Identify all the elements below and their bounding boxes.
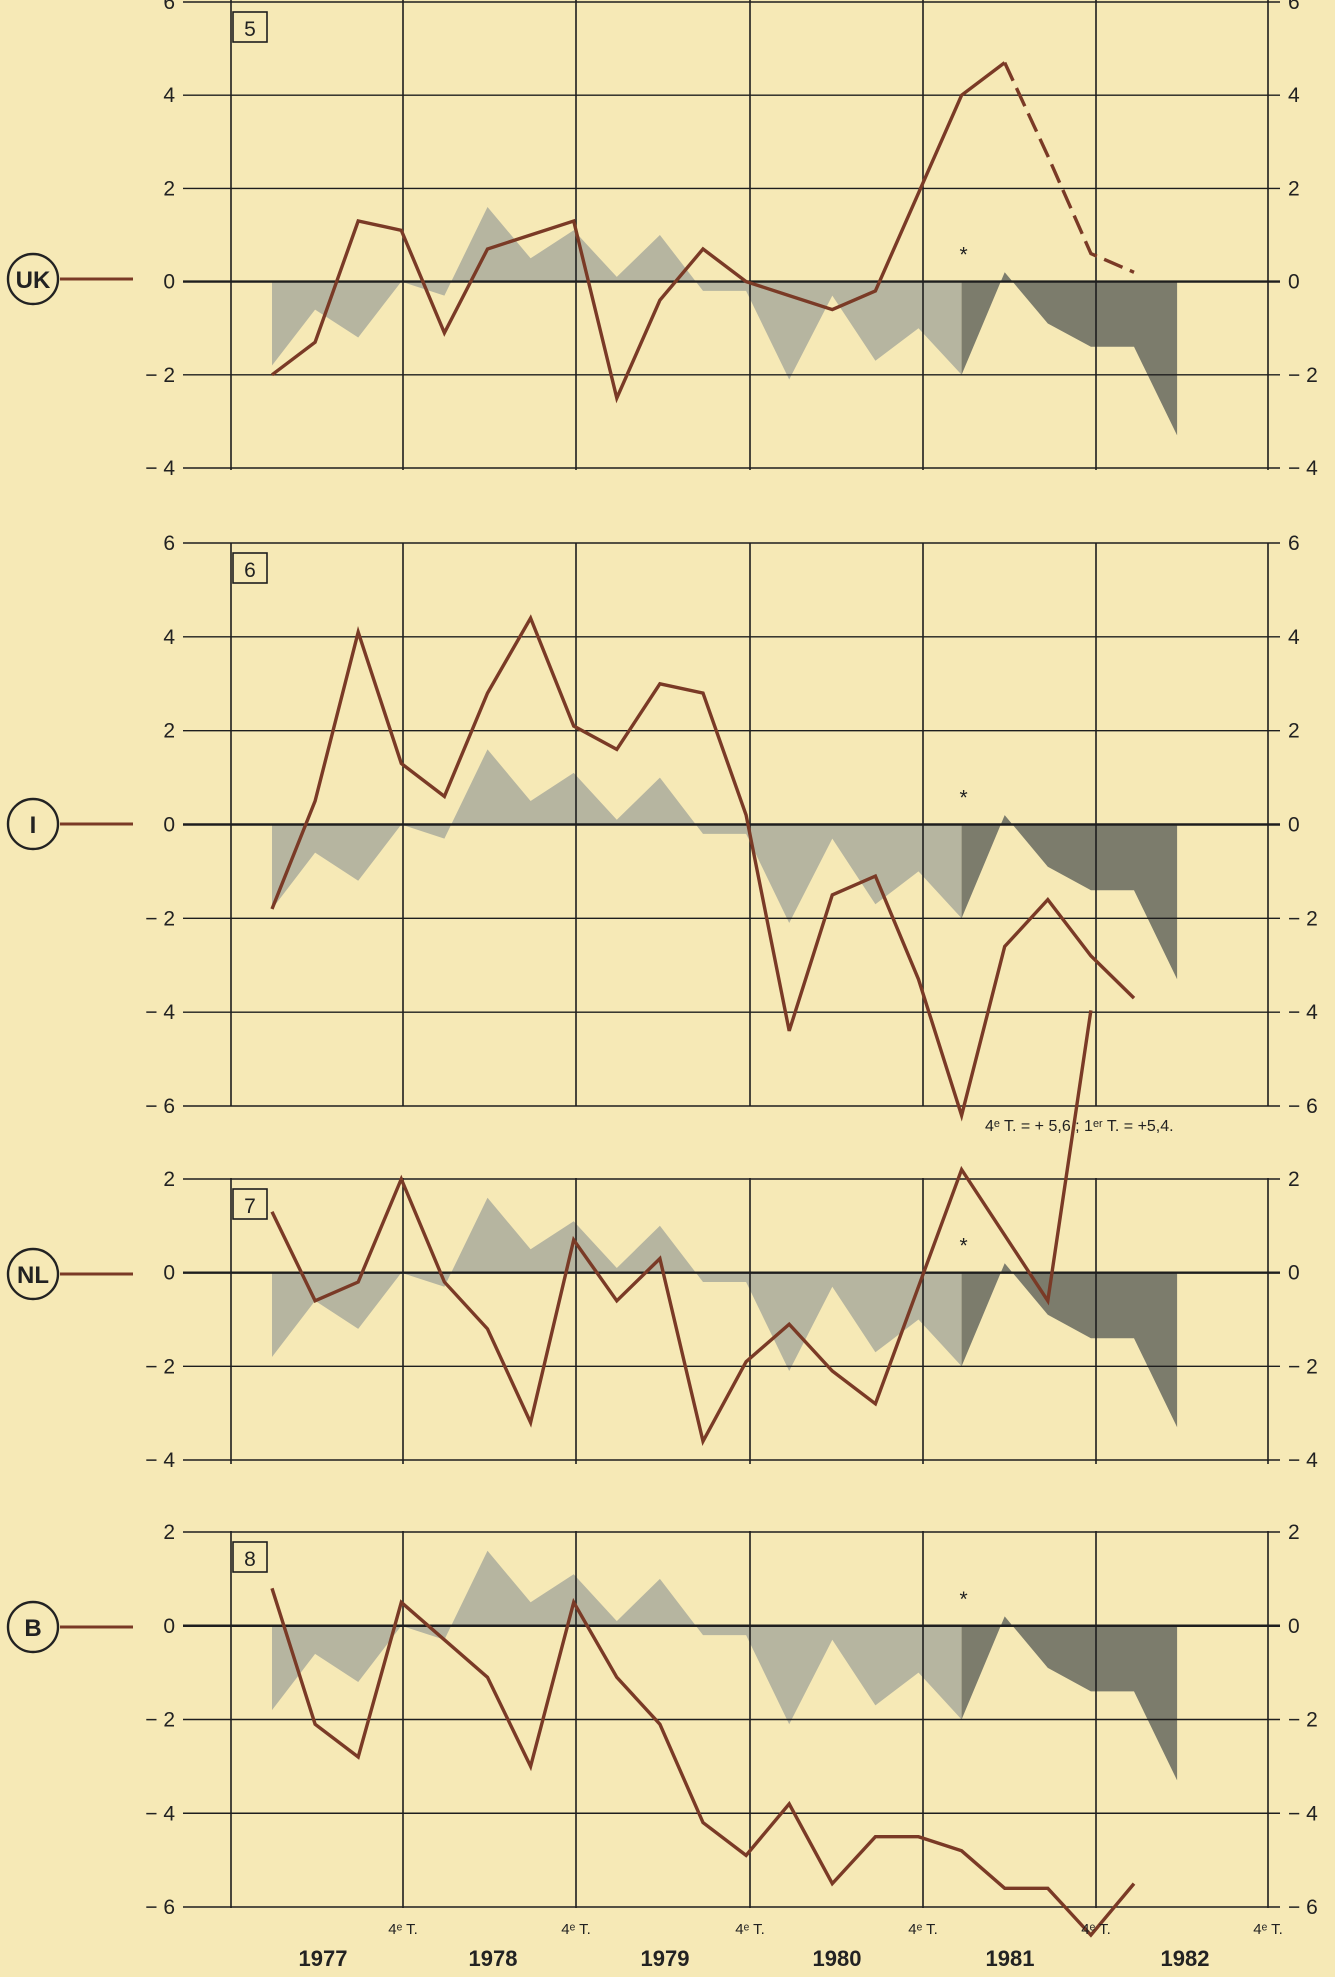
panel-number: 8 [244, 1548, 256, 1571]
shaded-area-dark [961, 815, 1178, 980]
country-label: B [24, 1615, 41, 1642]
y-tick-label-right: 0 [1288, 814, 1300, 837]
y-tick-label-right: 2 [1288, 720, 1300, 743]
y-tick-label-right: 4 [1288, 626, 1300, 649]
y-tick-label-left: 4 [163, 626, 175, 649]
y-tick-label-right: 2 [1288, 177, 1300, 200]
y-tick-label-left: − 6 [145, 1896, 175, 1919]
y-tick-label-right: 2 [1288, 1521, 1300, 1544]
x-quarter-label: 4ᵉ T. [388, 1921, 417, 1938]
panel-number: 5 [244, 18, 256, 41]
x-year-label: 1981 [986, 1946, 1035, 1971]
x-year-label: 1980 [813, 1946, 862, 1971]
country-label: I [30, 812, 37, 839]
y-tick-label-right: 0 [1288, 271, 1300, 294]
series-line [270, 614, 1136, 1122]
shaded-area-light [272, 1197, 962, 1371]
y-tick-label-left: − 2 [145, 1709, 175, 1732]
x-quarter-label: 4ᵉ T. [735, 1921, 764, 1938]
y-tick-label-right: − 2 [1288, 364, 1318, 387]
series-line [270, 1010, 1093, 1447]
y-tick-label-left: − 4 [145, 1001, 175, 1024]
y-tick-label-left: 2 [163, 720, 175, 743]
annotation-text: 4ᵉ T. = + 5,6 ; 1ᵉʳ T. = +5,4. [985, 1118, 1174, 1135]
y-tick-label-right: − 4 [1288, 1802, 1318, 1825]
y-tick-label-left: 6 [163, 0, 175, 14]
y-tick-label-right: 0 [1288, 1262, 1300, 1285]
y-tick-label-left: 6 [163, 532, 175, 555]
y-tick-label-right: 6 [1288, 0, 1300, 14]
shaded-area-dark [961, 1263, 1178, 1428]
x-year-label: 1979 [641, 1946, 690, 1971]
y-tick-label-right: 6 [1288, 532, 1300, 555]
country-label: NL [17, 1262, 49, 1289]
country-circle [6, 1247, 60, 1301]
asterisk-marker: * [960, 1235, 968, 1258]
y-tick-label-left: − 4 [145, 1449, 175, 1472]
y-tick-label-right: − 2 [1288, 907, 1318, 930]
x-year-label: 1982 [1161, 1946, 1210, 1971]
series-line-dashed [1003, 61, 1135, 274]
y-tick-label-left: 0 [163, 814, 175, 837]
y-tick-label-right: − 2 [1288, 1709, 1318, 1732]
y-tick-label-right: − 4 [1288, 1449, 1318, 1472]
y-tick-label-left: − 2 [145, 364, 175, 387]
x-year-label: 1977 [299, 1946, 348, 1971]
panel-number-box [232, 1188, 268, 1220]
x-quarter-label: 4ᵉ T. [561, 1921, 590, 1938]
panel-number: 6 [244, 559, 256, 582]
panel-number-box [232, 1541, 268, 1573]
x-quarter-label: 4ᵉ T. [1081, 1921, 1110, 1938]
panel-number: 7 [244, 1195, 256, 1218]
shaded-area-light [272, 207, 962, 380]
shaded-area-light [272, 749, 962, 923]
y-tick-label-left: − 4 [145, 1802, 175, 1825]
y-tick-label-left: − 2 [145, 907, 175, 930]
y-tick-label-left: 2 [163, 1521, 175, 1544]
country-label: UK [16, 267, 51, 294]
country-circle [6, 1600, 60, 1654]
y-tick-label-left: − 2 [145, 1355, 175, 1378]
panel-number-box [232, 11, 268, 43]
y-tick-label-left: 4 [163, 84, 175, 107]
y-tick-label-right: 0 [1288, 1615, 1300, 1638]
y-tick-label-right: 4 [1288, 84, 1300, 107]
y-tick-label-left: 0 [163, 1615, 175, 1638]
y-tick-label-left: − 6 [145, 1095, 175, 1118]
shaded-area-light [272, 1550, 962, 1725]
asterisk-marker: * [960, 1588, 968, 1611]
x-quarter-label: 4ᵉ T. [1253, 1921, 1282, 1938]
y-tick-label-right: − 6 [1288, 1896, 1318, 1919]
chart-panel-7: 2 2 0 0 − 2 − 2 − 4 − 4 7 * NL [6, 1010, 1318, 1472]
y-tick-label-left: − 4 [145, 457, 175, 480]
country-circle [6, 797, 60, 851]
asterisk-marker: * [960, 787, 968, 810]
y-tick-label-right: − 2 [1288, 1355, 1318, 1378]
series-line [270, 61, 1006, 404]
x-quarter-label: 4ᵉ T. [908, 1921, 937, 1938]
series-line [270, 1587, 1136, 1938]
chart-panel-6: 6 6 4 4 2 2 0 0 − 2 − 2 − 4 − 4 − 6 − 6 6 * I 4ᵉ T. = + 5… [6, 532, 1318, 1135]
chart-panel-8: 2 2 0 0 − 2 − 2 − 4 − 4 − 6 − 6 8 * B [6, 1521, 1318, 1938]
x-year-label: 1978 [469, 1946, 518, 1971]
shaded-area-dark [961, 1616, 1178, 1781]
asterisk-marker: * [960, 244, 968, 267]
y-tick-label-left: 2 [163, 1168, 175, 1191]
y-tick-label-left: 2 [163, 177, 175, 200]
y-tick-label-left: 0 [163, 271, 175, 294]
country-circle [6, 252, 60, 306]
y-tick-label-right: − 4 [1288, 1001, 1318, 1024]
shaded-area-dark [961, 272, 1178, 436]
y-tick-label-right: 2 [1288, 1168, 1300, 1191]
y-tick-label-right: − 6 [1288, 1095, 1318, 1118]
chart-panel-5: 6 6 4 4 2 2 0 0 − 2 − 2 − 4 − 4 5 * UK [6, 0, 1318, 480]
y-tick-label-left: 0 [163, 1262, 175, 1285]
y-tick-label-right: − 4 [1288, 457, 1318, 480]
panel-number-box [232, 552, 268, 584]
